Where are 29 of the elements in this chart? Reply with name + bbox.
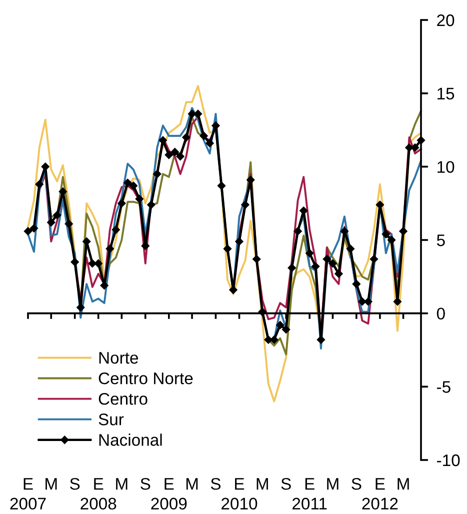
x-tick-label: S <box>281 478 291 490</box>
x-tick-label: S <box>140 478 150 490</box>
y-tick-label: -10 <box>437 454 460 466</box>
x-tick-label: E 2010 <box>222 478 258 510</box>
x-tick-label: M <box>398 478 409 490</box>
y-tick-label: 10 <box>438 161 454 173</box>
legend-label: Nacional <box>99 434 162 446</box>
x-tick-label: E 2011 <box>292 478 327 510</box>
y-tick-label: -5 <box>437 381 450 393</box>
x-tick-label: E 2012 <box>362 478 398 510</box>
x-tick-label: M <box>327 478 338 490</box>
x-tick-label: M <box>256 478 268 490</box>
x-tick-label: M <box>46 478 57 490</box>
y-tick-label: 20 <box>437 14 454 26</box>
legend-label: Sur <box>98 414 124 426</box>
x-tick-label: E 2008 <box>80 478 116 510</box>
x-tick-label: E 2009 <box>151 478 187 510</box>
legend-label: Norte <box>99 352 138 364</box>
x-tick-label: E 2007 <box>10 478 46 510</box>
x-tick-label: M <box>186 478 198 490</box>
legend-label: Centro <box>98 392 148 405</box>
legend-label: Centro Norte <box>98 372 193 384</box>
x-tick-label: M <box>116 478 128 490</box>
x-tick-label: S <box>210 478 221 490</box>
y-tick-label: 0 <box>436 308 445 320</box>
y-tick-label: 15 <box>438 88 454 100</box>
x-tick-label: S <box>70 478 80 490</box>
y-tick-label: 5 <box>436 234 445 246</box>
x-tick-label: S <box>352 478 362 490</box>
